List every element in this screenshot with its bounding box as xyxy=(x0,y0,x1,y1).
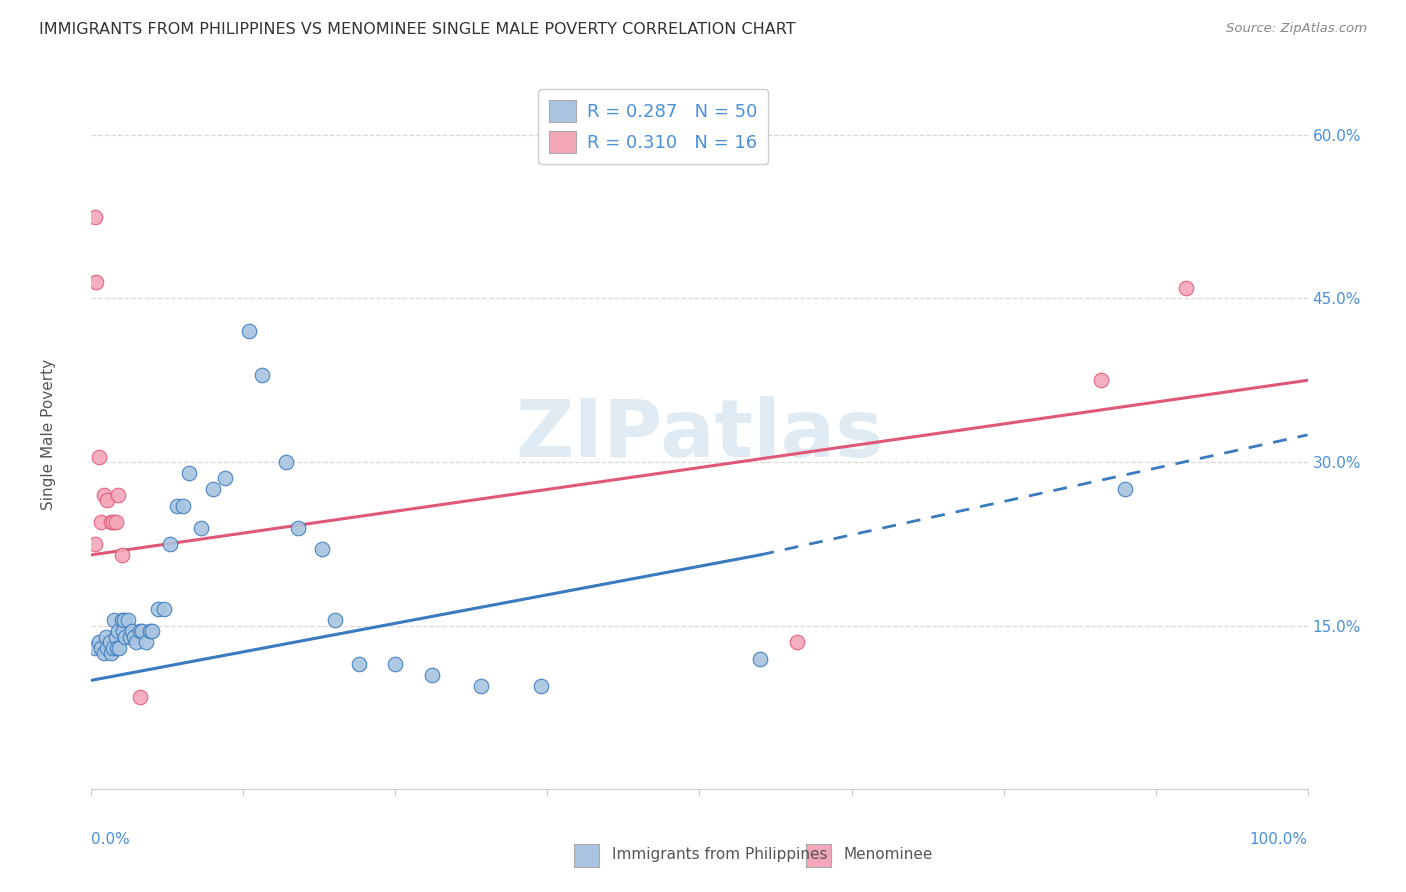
Point xyxy=(93,488,115,502)
Point xyxy=(530,679,553,693)
Point xyxy=(96,640,118,655)
Point xyxy=(104,630,127,644)
Point xyxy=(90,515,112,529)
Text: 100.0%: 100.0% xyxy=(1250,832,1308,847)
Text: IMMIGRANTS FROM PHILIPPINES VS MENOMINEE SINGLE MALE POVERTY CORRELATION CHART: IMMIGRANTS FROM PHILIPPINES VS MENOMINEE… xyxy=(39,22,796,37)
Text: Menominee: Menominee xyxy=(844,847,934,862)
Text: Immigrants from Philippines: Immigrants from Philippines xyxy=(612,847,827,862)
Point xyxy=(94,630,117,644)
Point xyxy=(103,515,125,529)
Point xyxy=(103,613,125,627)
Point xyxy=(84,640,107,655)
Point xyxy=(287,520,309,534)
Point xyxy=(96,493,118,508)
Point xyxy=(166,499,188,513)
Point xyxy=(87,635,110,649)
Point xyxy=(117,613,139,627)
Point xyxy=(470,679,492,693)
Text: ZIPatlas: ZIPatlas xyxy=(516,396,883,474)
Point xyxy=(1090,373,1112,387)
Point xyxy=(347,657,370,671)
Point xyxy=(139,624,162,639)
Point xyxy=(108,640,131,655)
Text: Single Male Poverty: Single Male Poverty xyxy=(41,359,56,510)
Point xyxy=(420,668,443,682)
Text: Source: ZipAtlas.com: Source: ZipAtlas.com xyxy=(1226,22,1367,36)
Point xyxy=(107,488,129,502)
Point xyxy=(93,646,115,660)
Point xyxy=(135,635,157,649)
Point xyxy=(100,515,122,529)
Point xyxy=(90,640,112,655)
Point xyxy=(323,613,346,627)
Point xyxy=(122,630,145,644)
Point xyxy=(84,275,107,289)
Point xyxy=(125,635,148,649)
Point xyxy=(274,455,297,469)
Point xyxy=(131,624,153,639)
Point xyxy=(112,613,135,627)
Point xyxy=(250,368,273,382)
Point xyxy=(1114,483,1136,497)
Point xyxy=(214,471,236,485)
Text: 0.0%: 0.0% xyxy=(91,832,131,847)
Point xyxy=(1175,280,1198,294)
Point xyxy=(121,624,143,639)
Point xyxy=(111,548,134,562)
Legend: R = 0.287   N = 50, R = 0.310   N = 16: R = 0.287 N = 50, R = 0.310 N = 16 xyxy=(538,89,768,164)
Point xyxy=(98,635,121,649)
Point xyxy=(100,646,122,660)
Point xyxy=(114,630,136,644)
Point xyxy=(120,630,142,644)
Point xyxy=(786,635,808,649)
Point xyxy=(105,640,128,655)
Point xyxy=(311,542,333,557)
Point xyxy=(172,499,194,513)
Point xyxy=(87,450,110,464)
Point xyxy=(159,537,181,551)
Point xyxy=(384,657,406,671)
Point xyxy=(202,483,225,497)
Point xyxy=(141,624,163,639)
Point xyxy=(153,602,176,616)
Point xyxy=(84,210,107,224)
Point xyxy=(129,624,152,639)
Point xyxy=(111,613,134,627)
Point xyxy=(129,690,152,704)
Point xyxy=(107,624,129,639)
Point xyxy=(190,520,212,534)
Point xyxy=(749,651,772,665)
Point xyxy=(177,466,200,480)
Point xyxy=(238,324,260,338)
Point xyxy=(84,537,107,551)
Point xyxy=(148,602,170,616)
Point xyxy=(111,624,134,639)
Point xyxy=(103,640,125,655)
Point xyxy=(104,515,127,529)
